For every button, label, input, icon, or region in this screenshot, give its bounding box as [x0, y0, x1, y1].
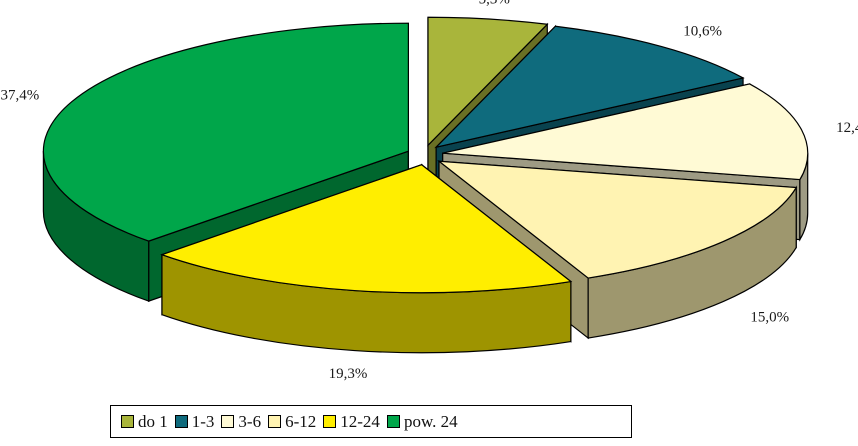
- legend-label: 6-12: [285, 411, 317, 431]
- data-labels: 5,3% 10,6% 12,4% 15,0% 19,3% 37,4%: [1, 0, 858, 382]
- legend-swatch: [174, 415, 188, 428]
- data-label: 10,6%: [683, 23, 722, 39]
- legend-swatch: [221, 415, 235, 428]
- data-label: 19,3%: [329, 366, 368, 382]
- legend-label: 3-6: [238, 411, 262, 431]
- legend: do 1 1-3 3-6 6-12 12-24 pow. 24: [110, 405, 632, 438]
- legend-label: 12-24: [340, 411, 380, 431]
- legend-label: pow. 24: [403, 411, 458, 431]
- legend-swatch: [268, 415, 282, 428]
- pie-slices: [42, 16, 809, 354]
- data-label: 12,4%: [836, 120, 858, 136]
- legend-item: 3-6: [221, 412, 261, 432]
- data-label: 5,3%: [479, 0, 510, 7]
- legend-item: pow. 24: [386, 411, 458, 432]
- legend-swatch: [386, 415, 400, 428]
- legend-swatch: [323, 415, 337, 428]
- legend-item: 12-24: [323, 412, 380, 432]
- data-label: 15,0%: [750, 309, 789, 325]
- legend-item: 6-12: [268, 412, 316, 432]
- legend-swatch: [121, 415, 134, 428]
- data-label: 37,4%: [1, 87, 40, 103]
- legend-item: do 1: [121, 412, 168, 432]
- pie-slice-12-24: [160, 163, 573, 354]
- legend-label: do 1: [138, 411, 168, 431]
- legend-item: 1-3: [174, 411, 215, 432]
- legend-label: 1-3: [191, 411, 215, 431]
